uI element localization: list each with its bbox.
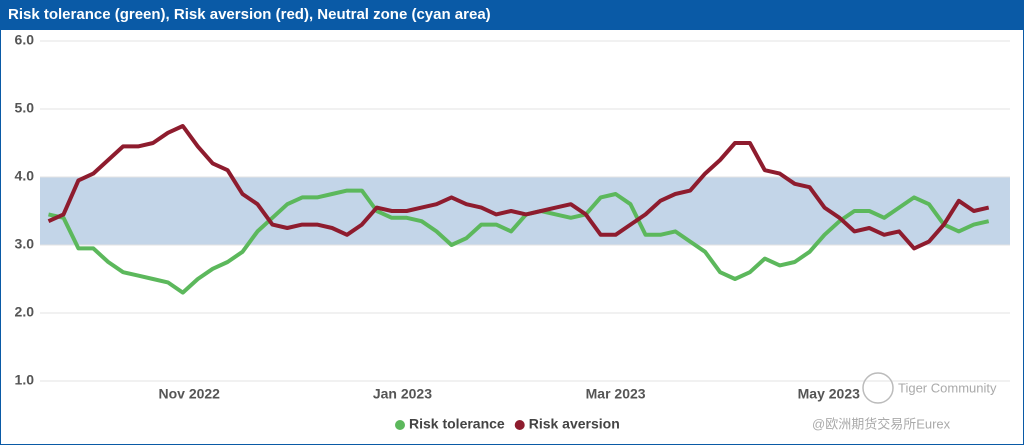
neutral-band	[40, 177, 1010, 245]
y-tick-label: 6.0	[15, 32, 35, 48]
plot: 1.0 2.0 3.0 4.0 5.0 6.0 Nov 2022 Jan 2023 Mar 20…	[15, 32, 1010, 432]
legend-label: Risk aversion	[529, 416, 620, 432]
x-tick-label: May 2023	[798, 386, 860, 402]
legend-label: Risk tolerance	[409, 416, 505, 432]
x-tick-label: Nov 2022	[158, 386, 220, 402]
series-line	[47, 124, 990, 251]
chart-title: Risk tolerance (green), Risk aversion (r…	[8, 6, 491, 23]
y-tick-label: 4.0	[15, 168, 35, 184]
x-tick-label: Jan 2023	[373, 386, 432, 402]
y-tick-label: 3.0	[15, 236, 35, 252]
y-tick-label: 1.0	[15, 372, 35, 388]
watermark: @欧洲期货交易所Eurex	[812, 416, 951, 431]
watermark-logo	[862, 372, 894, 404]
legend-swatch	[514, 420, 525, 430]
y-tick-label: 5.0	[15, 100, 35, 116]
legend-swatch	[395, 420, 405, 430]
watermark: Tiger Community	[898, 380, 997, 395]
x-tick-label: Mar 2023	[586, 386, 646, 402]
title-bar	[0, 0, 1024, 30]
series-line	[48, 188, 990, 295]
y-tick-label: 2.0	[15, 304, 35, 320]
